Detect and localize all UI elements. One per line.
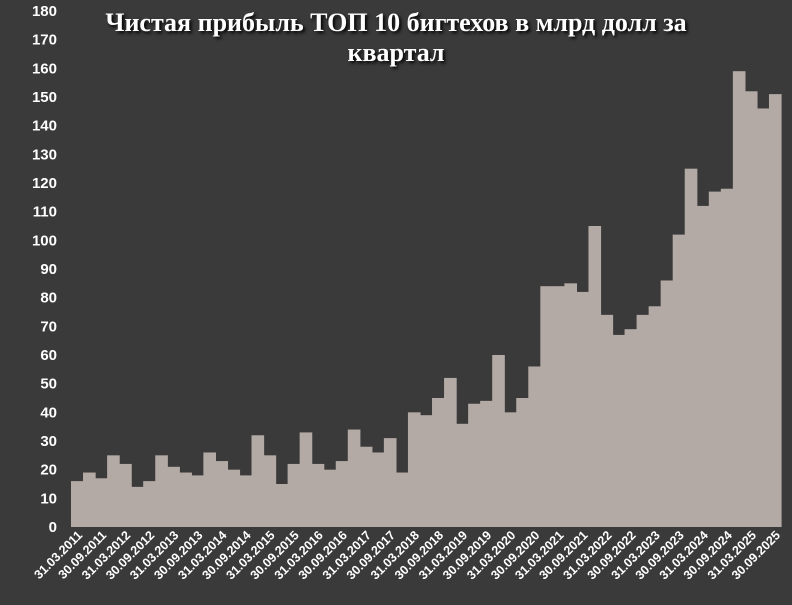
- data-step: [528, 366, 541, 527]
- data-step: [444, 377, 457, 527]
- data-step: [768, 94, 782, 527]
- data-step: [275, 484, 289, 527]
- data-step: [227, 469, 241, 527]
- data-step: [131, 486, 144, 527]
- y-tick-label: 70: [40, 318, 57, 335]
- y-tick-label: 20: [40, 462, 57, 479]
- y-tick-label: 110: [33, 204, 57, 221]
- data-step: [311, 463, 325, 527]
- y-tick-label: 30: [40, 433, 57, 450]
- data-step: [720, 188, 734, 528]
- data-step: [335, 461, 349, 527]
- data-step: [636, 314, 650, 527]
- y-tick-label: 0: [49, 519, 57, 536]
- data-step: [359, 446, 373, 527]
- data-step: [287, 463, 301, 527]
- data-step: [480, 400, 493, 527]
- y-tick-label: 60: [40, 347, 57, 364]
- data-step: [143, 481, 156, 527]
- y-tick-label: 170: [32, 32, 57, 49]
- data-step: [83, 472, 96, 527]
- data-step: [215, 461, 229, 527]
- data-step: [203, 452, 216, 527]
- data-step: [323, 469, 337, 527]
- data-step: [371, 452, 385, 527]
- data-step: [419, 415, 433, 527]
- data-step: [456, 423, 469, 527]
- y-tick-label: 50: [40, 376, 57, 393]
- y-tick-label: 160: [32, 60, 57, 77]
- data-step: [492, 355, 505, 527]
- data-step: [516, 398, 529, 527]
- data-step: [744, 91, 758, 528]
- data-step: [95, 478, 108, 527]
- y-axis-ticks: 0 10 20 30 40 50 60 70 80 90 100 110 120 130 140 150 160…: [32, 3, 57, 536]
- data-step: [167, 466, 180, 527]
- data-step: [179, 472, 192, 527]
- data-step: [407, 412, 421, 527]
- data-step: [71, 481, 84, 527]
- data-step: [564, 283, 578, 527]
- data-steps: [71, 71, 782, 528]
- data-step: [299, 432, 313, 527]
- data-step: [540, 286, 553, 527]
- x-axis-ticks: 31.03.201130.09.201131.03.201230.09.2012…: [31, 528, 783, 582]
- data-step: [191, 475, 204, 527]
- y-tick-label: 80: [40, 290, 57, 307]
- y-tick-label: 150: [32, 89, 57, 106]
- data-step: [612, 334, 626, 527]
- data-step: [432, 398, 445, 527]
- data-step: [732, 71, 746, 527]
- data-step: [648, 306, 662, 527]
- y-tick-label: 10: [40, 490, 57, 507]
- data-step: [155, 455, 168, 527]
- data-step: [395, 472, 409, 527]
- data-step: [239, 475, 253, 527]
- data-step: [383, 438, 397, 527]
- data-step: [624, 329, 638, 527]
- data-step: [107, 455, 120, 527]
- data-step: [588, 226, 602, 527]
- data-step: [347, 429, 361, 527]
- data-step: [696, 205, 710, 527]
- y-tick-label: 40: [40, 404, 57, 421]
- data-step: [263, 455, 277, 527]
- y-tick-label: 140: [32, 118, 57, 135]
- data-step: [468, 403, 481, 527]
- chart-title: Чистая прибыль ТОП 10 бигтехов в млрд до…: [0, 8, 792, 68]
- y-tick-label: 100: [32, 232, 57, 249]
- y-tick-label: 130: [32, 146, 57, 163]
- data-step: [672, 234, 686, 527]
- data-step: [600, 314, 614, 527]
- y-tick-label: 120: [32, 175, 57, 192]
- data-step: [119, 463, 132, 527]
- data-step: [660, 280, 674, 527]
- data-step: [708, 191, 722, 527]
- data-step: [756, 108, 770, 527]
- data-step: [504, 412, 517, 527]
- data-step: [684, 168, 698, 528]
- chart-title-text: Чистая прибыль ТОП 10 бигтехов в млрд до…: [105, 8, 687, 67]
- y-tick-label: 90: [40, 261, 57, 278]
- data-step: [552, 286, 565, 527]
- data-step: [251, 435, 265, 527]
- data-step: [576, 291, 590, 527]
- y-tick-label: 180: [32, 3, 57, 20]
